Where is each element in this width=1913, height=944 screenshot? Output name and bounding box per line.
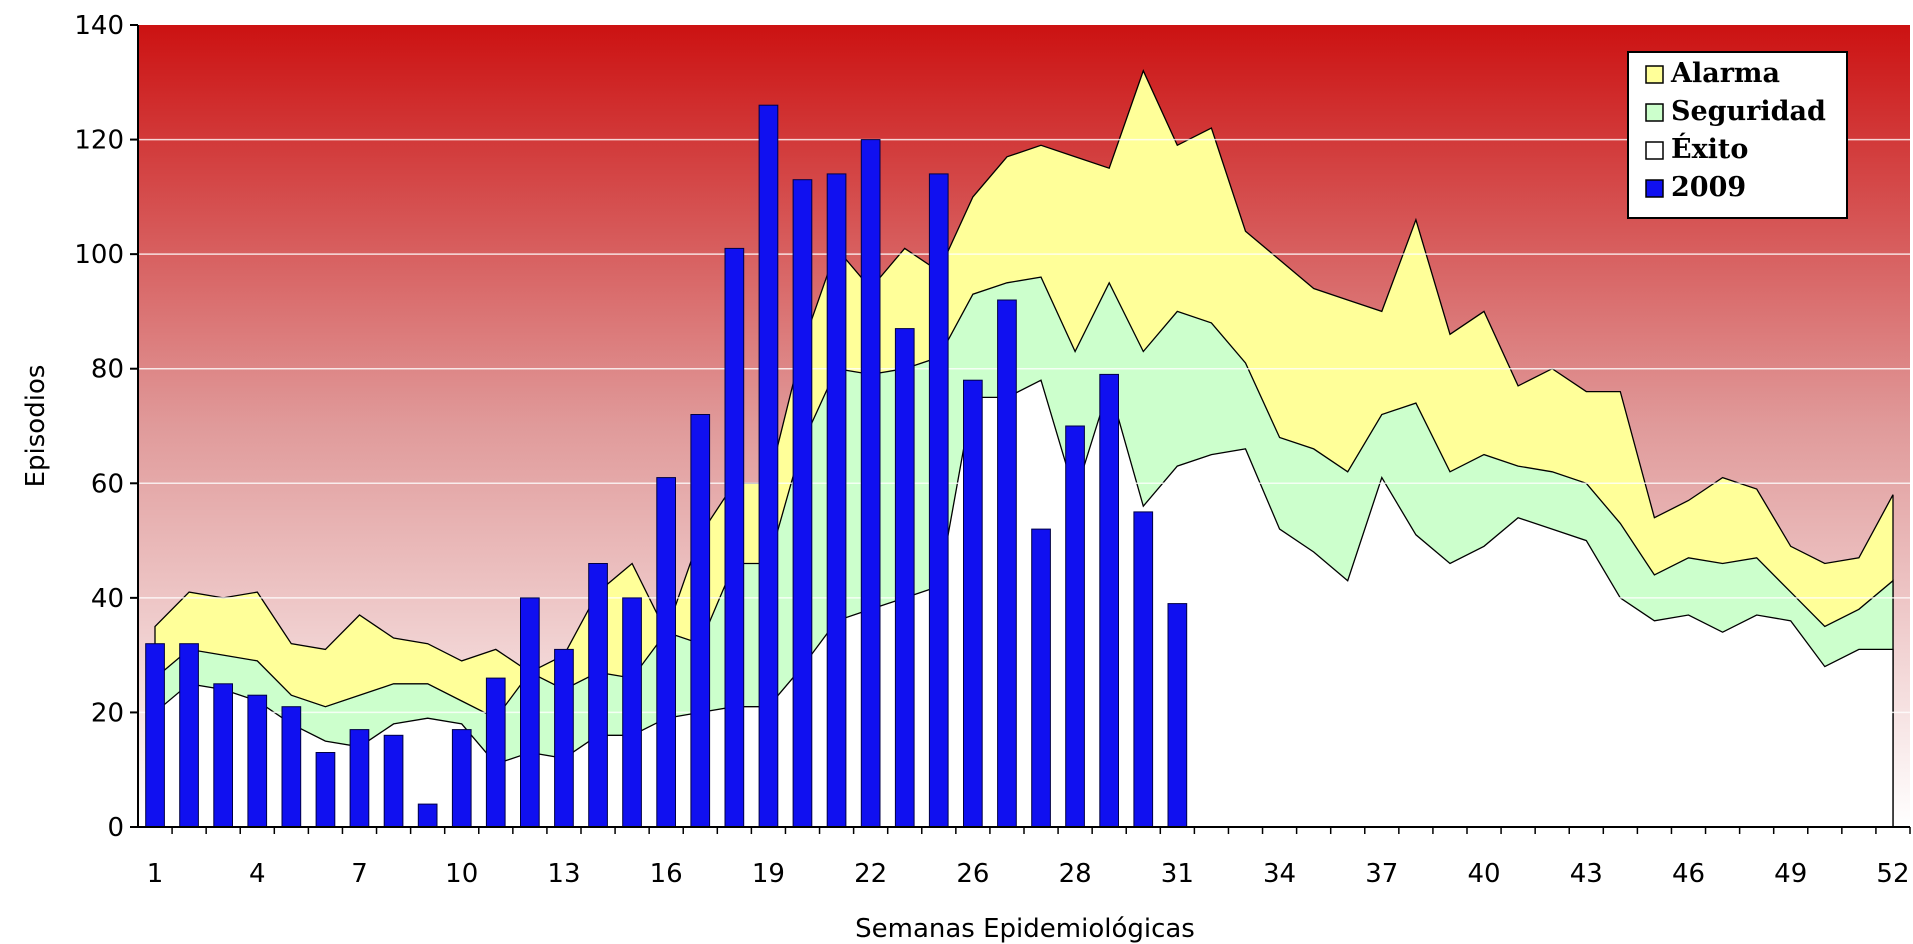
bar-week-16 bbox=[656, 477, 676, 826]
y-tick-label: 140 bbox=[74, 11, 124, 41]
legend-swatch-alarma bbox=[1645, 65, 1664, 84]
bar-week-2 bbox=[179, 643, 199, 826]
bar-week-19 bbox=[758, 104, 779, 826]
x-axis-ticks: 1 4 7 10 13 16 19 22 26 28 31 34 37 40 43 46 49 52 bbox=[147, 827, 1911, 889]
x-tick-label: 28 bbox=[1059, 859, 1092, 889]
bar-week-7 bbox=[349, 729, 370, 826]
bar-week-26 bbox=[997, 299, 1017, 826]
y-tick-label: 60 bbox=[91, 469, 124, 499]
x-tick-label: 7 bbox=[351, 859, 368, 889]
y-tick-label: 100 bbox=[74, 240, 124, 270]
bar-week-14 bbox=[588, 563, 608, 826]
x-tick-label: 13 bbox=[547, 859, 580, 889]
legend-label-seguridad: Seguridad bbox=[1671, 96, 1826, 127]
x-tick-label: 4 bbox=[249, 859, 266, 889]
bar-week-28 bbox=[1065, 425, 1085, 826]
bar-week-27 bbox=[1031, 528, 1051, 826]
x-tick-label: 46 bbox=[1672, 859, 1705, 889]
x-tick-label: 16 bbox=[650, 859, 683, 889]
bar-week-8 bbox=[383, 734, 404, 826]
y-tick-label: 40 bbox=[91, 584, 124, 614]
bar-week-20 bbox=[792, 179, 813, 826]
y-axis-ticks: 0 20 40 60 80 100 120 140 bbox=[74, 11, 138, 843]
bar-week-6 bbox=[315, 752, 336, 826]
bar-week-15 bbox=[622, 597, 642, 826]
bar-week-5 bbox=[281, 706, 302, 826]
bar-week-22 bbox=[860, 139, 881, 826]
x-tick-label: 37 bbox=[1365, 859, 1398, 889]
y-tick-label: 80 bbox=[91, 355, 124, 385]
bar-week-1 bbox=[145, 643, 165, 826]
bar-week-29 bbox=[1099, 373, 1120, 826]
bar-week-31 bbox=[1167, 603, 1188, 826]
x-tick-label: 19 bbox=[752, 859, 785, 889]
y-tick-label: 20 bbox=[91, 698, 124, 728]
x-axis-title: Semanas Epidemiológicas bbox=[855, 914, 1195, 944]
x-tick-label: 43 bbox=[1570, 859, 1603, 889]
x-tick-label: 10 bbox=[445, 859, 478, 889]
x-tick-label: 49 bbox=[1774, 859, 1807, 889]
bar-week-4 bbox=[247, 694, 268, 826]
bar-week-23 bbox=[894, 328, 915, 826]
legend-swatch-2009 bbox=[1645, 179, 1664, 198]
bar-week-9 bbox=[417, 803, 438, 826]
bar-week-18 bbox=[724, 247, 745, 826]
bar-week-11 bbox=[485, 677, 506, 826]
legend-swatch-seguridad bbox=[1645, 103, 1664, 122]
x-tick-label: 31 bbox=[1161, 859, 1194, 889]
bar-week-17 bbox=[690, 414, 711, 826]
bar-week-13 bbox=[554, 648, 574, 826]
legend-label-2009: 2009 bbox=[1671, 172, 1746, 203]
x-tick-label: 22 bbox=[854, 859, 887, 889]
legend-label-alarma: Alarma bbox=[1670, 58, 1780, 89]
bar-week-12 bbox=[520, 597, 540, 826]
legend: Alarma Seguridad Éxito 2009 bbox=[1627, 51, 1848, 219]
bar-layer bbox=[145, 104, 1188, 826]
bar-week-25 bbox=[963, 379, 983, 826]
x-tick-label: 34 bbox=[1263, 859, 1296, 889]
x-tick-label: 40 bbox=[1467, 859, 1500, 889]
bar-week-24 bbox=[928, 173, 949, 826]
bar-week-3 bbox=[213, 683, 234, 826]
gridlines bbox=[138, 138, 1910, 714]
legend-swatch-xito bbox=[1645, 141, 1664, 160]
area-series-xito bbox=[154, 379, 1894, 826]
x-tick-label: 52 bbox=[1876, 859, 1909, 889]
bar-week-30 bbox=[1133, 511, 1154, 826]
x-tick-label: 1 bbox=[147, 859, 164, 889]
legend-label-xito: Éxito bbox=[1671, 132, 1748, 165]
bar-week-10 bbox=[451, 729, 472, 826]
bar-week-21 bbox=[826, 173, 847, 826]
y-tick-label: 0 bbox=[107, 813, 124, 843]
y-tick-label: 120 bbox=[74, 126, 124, 156]
y-axis-title: Episodios bbox=[21, 365, 51, 488]
legend-box bbox=[1627, 51, 1848, 219]
x-tick-label: 26 bbox=[956, 859, 989, 889]
